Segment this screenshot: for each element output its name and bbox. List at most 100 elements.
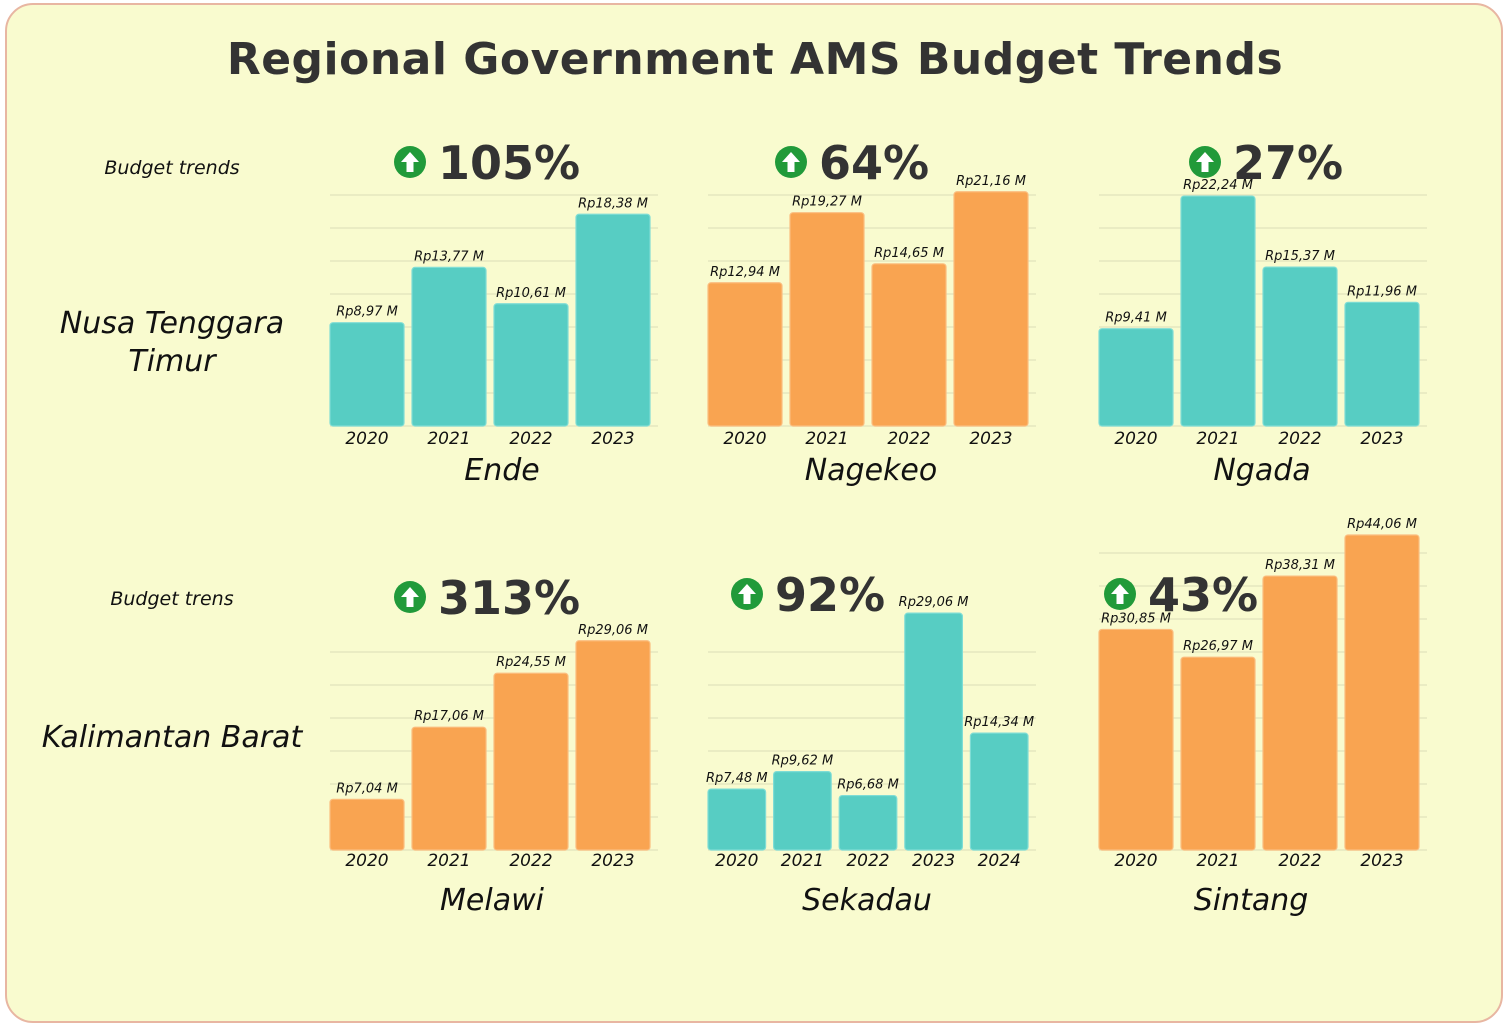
trend-percentage: 92% bbox=[775, 568, 885, 622]
up-arrow-icon bbox=[394, 581, 426, 613]
chart-title: Ngada bbox=[1213, 453, 1310, 488]
tick-label: 2020 bbox=[345, 851, 388, 871]
up-arrow-icon bbox=[731, 578, 763, 610]
up-arrow-icon bbox=[394, 146, 426, 178]
up-arrow-icon bbox=[1104, 578, 1136, 610]
tick-label: 2020 bbox=[723, 429, 766, 449]
chart-melawi: Rp7,04 M 2020 Rp17,06 M 2021 Rp24,55 M 2022 Rp… bbox=[329, 571, 658, 918]
bar bbox=[493, 303, 569, 427]
data-label: Rp22,24 M bbox=[1183, 178, 1253, 193]
data-label: Rp14,34 M bbox=[964, 715, 1034, 730]
bar bbox=[411, 266, 487, 427]
chart-title: Nagekeo bbox=[805, 453, 938, 488]
data-label: Rp44,06 M bbox=[1347, 517, 1417, 532]
tick-label: 2024 bbox=[978, 851, 1021, 871]
bar bbox=[329, 322, 405, 427]
data-label: Rp10,61 M bbox=[496, 286, 566, 301]
tick-label: 2023 bbox=[1360, 851, 1403, 871]
bar bbox=[493, 672, 569, 851]
row-caption-1: Budget trends bbox=[104, 157, 240, 179]
data-label: Rp24,55 M bbox=[496, 655, 566, 670]
data-label: Rp9,62 M bbox=[772, 754, 834, 769]
tick-label: 2020 bbox=[1114, 851, 1157, 871]
trend-percentage: 27% bbox=[1233, 136, 1343, 190]
trend-percentage: 105% bbox=[438, 136, 580, 190]
bar bbox=[838, 794, 898, 851]
chart-nagekeo: Rp12,94 M 2020 Rp19,27 M 2021 Rp14,65 M 2022 R… bbox=[707, 136, 1036, 488]
data-label: Rp6,68 M bbox=[837, 778, 899, 793]
trend-percentage: 43% bbox=[1148, 568, 1258, 622]
data-label: Rp30,85 M bbox=[1101, 611, 1171, 626]
bar bbox=[1262, 266, 1338, 427]
data-label: Rp8,97 M bbox=[336, 305, 398, 320]
tick-label: 2023 bbox=[591, 429, 634, 449]
page-title: Regional Government AMS Budget Trends bbox=[226, 34, 1284, 85]
bar bbox=[969, 732, 1029, 851]
chart-ende: Rp8,97 M 2020 Rp13,77 M 2021 Rp10,61 M 2022 Rp… bbox=[329, 136, 658, 488]
tick-label: 2023 bbox=[969, 429, 1012, 449]
tick-label: 2021 bbox=[805, 429, 848, 449]
chart-title: Sekadau bbox=[802, 883, 932, 918]
tick-label: 2022 bbox=[1278, 851, 1321, 871]
bar bbox=[789, 212, 865, 427]
row-caption-2: Budget trens bbox=[110, 588, 234, 610]
chart-sintang: Rp30,85 M 2020 Rp26,97 M 2021 Rp38,31 M 2022 R… bbox=[1098, 517, 1427, 918]
chart-ngada: Rp9,41 M 2020 Rp22,24 M 2021 Rp15,37 M 2022 Rp… bbox=[1098, 136, 1427, 488]
data-label: Rp18,38 M bbox=[578, 196, 648, 211]
bar bbox=[1098, 628, 1174, 851]
tick-label: 2021 bbox=[427, 851, 470, 871]
up-arrow-icon bbox=[1189, 146, 1221, 178]
tick-label: 2020 bbox=[1114, 429, 1157, 449]
data-label: Rp9,41 M bbox=[1105, 311, 1167, 326]
bar bbox=[1344, 534, 1420, 851]
data-label: Rp13,77 M bbox=[414, 249, 484, 264]
chart-title: Ende bbox=[464, 453, 539, 488]
tick-label: 2023 bbox=[912, 851, 955, 871]
infographic-card bbox=[5, 3, 1503, 1023]
trend-percentage: 64% bbox=[819, 136, 929, 190]
tick-label: 2020 bbox=[715, 851, 758, 871]
data-label: Rp17,06 M bbox=[414, 709, 484, 724]
tick-label: 2020 bbox=[345, 429, 388, 449]
tick-label: 2023 bbox=[591, 851, 634, 871]
tick-label: 2023 bbox=[1360, 429, 1403, 449]
data-label: Rp26,97 M bbox=[1183, 639, 1253, 654]
tick-label: 2022 bbox=[1278, 429, 1321, 449]
tick-label: 2021 bbox=[781, 851, 824, 871]
chart-title: Sintang bbox=[1194, 883, 1309, 918]
tick-label: 2022 bbox=[509, 429, 552, 449]
bar bbox=[1180, 656, 1256, 851]
bar bbox=[575, 213, 651, 427]
bar bbox=[707, 788, 767, 851]
data-label: Rp7,04 M bbox=[336, 781, 398, 796]
trend-percentage: 313% bbox=[438, 571, 580, 625]
bar bbox=[707, 282, 783, 427]
chart-sekadau: Rp7,48 M 2020 Rp9,62 M 2021 Rp6,68 M 2022 Rp29… bbox=[706, 568, 1036, 918]
data-label: Rp12,94 M bbox=[710, 265, 780, 280]
bar bbox=[904, 612, 963, 851]
tick-label: 2022 bbox=[509, 851, 552, 871]
data-label: Rp15,37 M bbox=[1265, 249, 1335, 264]
data-label: Rp21,16 M bbox=[956, 174, 1026, 189]
bar bbox=[1180, 195, 1256, 427]
tick-label: 2021 bbox=[1196, 429, 1239, 449]
data-label: Rp19,27 M bbox=[792, 195, 862, 210]
data-label: Rp7,48 M bbox=[706, 771, 768, 786]
region-name-2: Kalimantan Barat bbox=[41, 720, 303, 755]
data-label: Rp38,31 M bbox=[1265, 558, 1335, 573]
bar bbox=[1262, 575, 1338, 851]
bar bbox=[411, 726, 487, 851]
bar bbox=[871, 263, 947, 427]
data-label: Rp14,65 M bbox=[874, 246, 944, 261]
chart-title: Melawi bbox=[440, 883, 545, 918]
bar bbox=[329, 798, 405, 851]
data-label: Rp11,96 M bbox=[1347, 284, 1417, 299]
tick-label: 2021 bbox=[427, 429, 470, 449]
data-label: Rp29,06 M bbox=[578, 623, 648, 638]
tick-label: 2022 bbox=[846, 851, 889, 871]
data-label: Rp29,06 M bbox=[899, 595, 969, 610]
tick-label: 2021 bbox=[1196, 851, 1239, 871]
up-arrow-icon bbox=[775, 146, 807, 178]
region-name-1: Nusa Tenggara Timur bbox=[59, 306, 285, 379]
